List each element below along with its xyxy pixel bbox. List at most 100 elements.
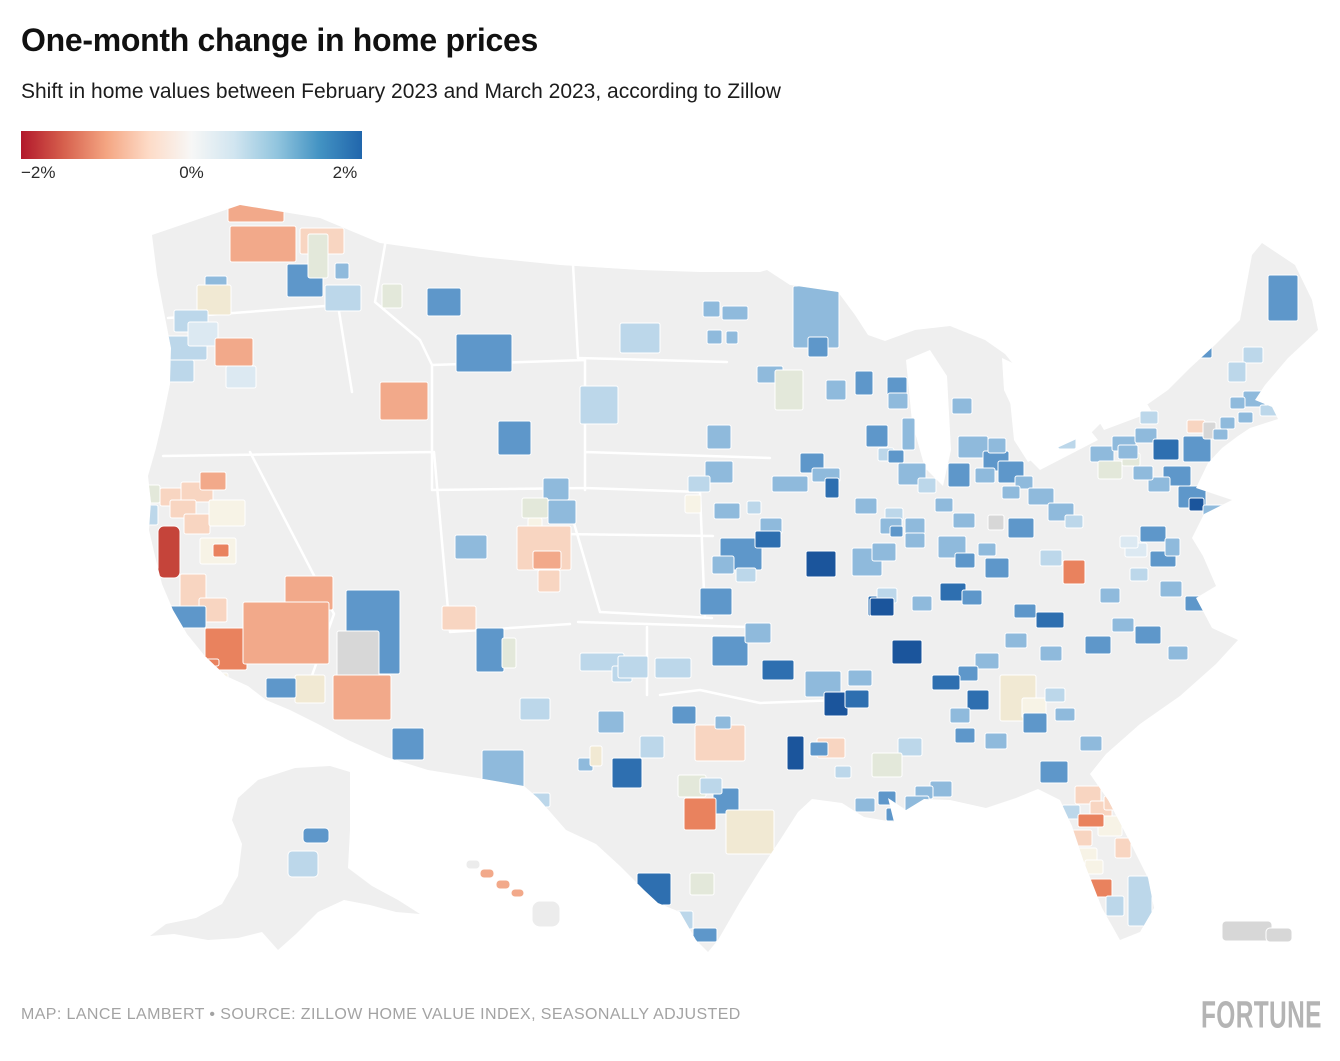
map-patch — [897, 737, 923, 757]
map-patch — [699, 777, 723, 795]
map-patch — [1084, 859, 1104, 875]
map-patch — [1242, 346, 1264, 364]
map-patch — [212, 543, 230, 558]
map-patch — [1044, 687, 1066, 703]
map-patch — [521, 497, 549, 519]
map-patch — [1127, 875, 1153, 927]
map-patch — [495, 879, 511, 890]
map-patch — [934, 497, 954, 513]
map-patch — [974, 467, 996, 484]
map-patch — [904, 532, 926, 549]
map-patch — [865, 424, 889, 448]
map-patch — [1022, 712, 1048, 734]
map-patch — [229, 225, 297, 263]
map-patch — [1259, 404, 1281, 417]
map-patch — [208, 499, 246, 527]
map-patch — [1186, 419, 1206, 434]
map-patch — [1014, 475, 1034, 490]
map-patch — [1039, 645, 1063, 662]
map-patch — [987, 514, 1005, 531]
map-patch — [825, 379, 847, 401]
map-patch — [479, 868, 495, 879]
map-patch — [809, 741, 829, 757]
map-patch — [854, 497, 878, 515]
map-patch — [917, 477, 937, 494]
map-patch — [961, 589, 983, 606]
map-patch — [887, 449, 905, 464]
map-patch — [1061, 804, 1081, 820]
map-patch — [302, 827, 330, 844]
map-patch — [287, 850, 319, 878]
map-patch — [823, 691, 849, 717]
map-patch — [501, 637, 517, 669]
map-patch — [1167, 645, 1189, 661]
map-patch — [636, 872, 672, 906]
map-patch — [1229, 396, 1246, 410]
map-patch — [547, 499, 577, 525]
map-patch — [157, 525, 181, 579]
lake-michigan — [906, 350, 951, 486]
map-patch — [711, 635, 749, 667]
map-patch — [204, 627, 248, 671]
map-patch — [984, 732, 1008, 750]
map-patch — [187, 321, 219, 347]
map-patch — [1039, 549, 1063, 567]
map-patches — [148, 205, 1299, 943]
map-patch — [1237, 411, 1254, 424]
map-patch — [481, 749, 525, 795]
lake-erie — [1030, 430, 1098, 470]
map-patch — [805, 550, 837, 578]
map-patch — [711, 555, 735, 575]
map-patch — [1134, 427, 1158, 444]
map-patch — [1265, 927, 1293, 943]
map-patch — [1139, 525, 1167, 543]
map-patch — [871, 752, 903, 778]
map-patch — [542, 477, 570, 501]
map-patch — [1147, 476, 1171, 493]
alaska-silhouette — [150, 766, 420, 950]
map-patch — [1001, 485, 1021, 500]
map-patch — [1119, 535, 1139, 549]
legend-labels: −2% 0% 2% — [21, 163, 362, 187]
legend-gradient — [21, 131, 362, 159]
map-patch — [804, 670, 842, 698]
state-borders — [161, 226, 842, 705]
map-patch — [954, 727, 976, 744]
map-patch — [702, 300, 721, 318]
map-patch — [148, 504, 159, 526]
map-patch — [1132, 465, 1154, 481]
map-patch — [1117, 444, 1139, 460]
map-patch — [689, 872, 715, 896]
map-patch — [1074, 785, 1102, 805]
map-patch — [886, 376, 908, 396]
map-patch — [854, 797, 876, 813]
map-patch — [497, 420, 532, 456]
map-patch — [510, 888, 525, 898]
map-patch — [1089, 878, 1113, 898]
map-patch — [957, 665, 979, 682]
map-patch — [639, 735, 665, 759]
map-patch — [183, 513, 211, 535]
map-patch — [332, 674, 392, 721]
map-patch — [294, 674, 326, 704]
map-patch — [199, 672, 229, 698]
map-patch — [904, 517, 926, 535]
map-patch — [242, 601, 330, 665]
map-patch — [774, 369, 804, 411]
map-patch — [706, 329, 723, 345]
map-patch — [754, 530, 782, 549]
map-patch — [949, 707, 971, 724]
map-patch — [671, 705, 697, 725]
map-patch — [1064, 514, 1084, 529]
map-patch — [227, 205, 285, 223]
great-lakes — [906, 350, 1152, 486]
map-patch — [597, 710, 625, 734]
map-patch — [379, 381, 429, 421]
map-patch — [1111, 617, 1135, 633]
map-patch — [1184, 595, 1210, 612]
map-patch — [1227, 361, 1247, 383]
page-title: One-month change in home prices — [21, 22, 538, 58]
map-patch — [692, 927, 718, 943]
map-patch — [854, 370, 874, 396]
